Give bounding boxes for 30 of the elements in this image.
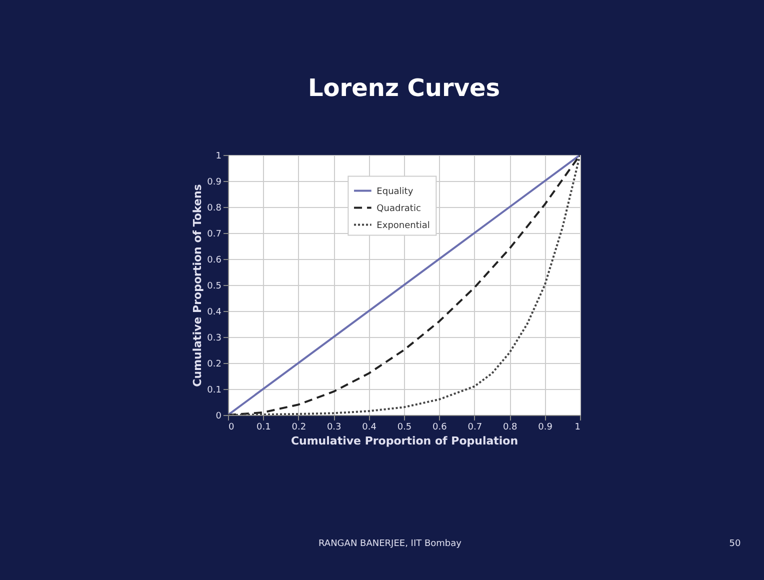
y-tick-label: 0 bbox=[216, 412, 222, 422]
y-tick-label: 0.7 bbox=[207, 230, 222, 240]
x-tick-label: 0.4 bbox=[362, 422, 377, 432]
legend-label: Exponential bbox=[376, 220, 430, 231]
y-tick-label: 0.4 bbox=[207, 308, 222, 318]
y-axis-title: Cumulative Proportion of Tokens bbox=[191, 184, 204, 387]
y-tick-label: 0.1 bbox=[207, 386, 222, 396]
x-tick-label: 0.6 bbox=[432, 422, 448, 432]
x-tick-label: 0.3 bbox=[326, 422, 342, 432]
y-tick-label: 0.8 bbox=[207, 204, 222, 214]
x-axis-title: Cumulative Proportion of Population bbox=[290, 434, 518, 448]
y-tick-label: 0.6 bbox=[207, 256, 222, 266]
x-tick-label: 0 bbox=[228, 422, 234, 432]
y-tick-label: 1 bbox=[216, 152, 222, 162]
legend-label: Quadratic bbox=[376, 204, 421, 214]
x-tick-label: 0.9 bbox=[538, 422, 553, 432]
y-tick-label: 0.2 bbox=[207, 360, 222, 370]
chart-title: Lorenz Curves bbox=[308, 74, 500, 102]
x-tick-label: 0.2 bbox=[292, 422, 306, 432]
y-tick-label: 0.9 bbox=[207, 178, 222, 188]
x-tick-label: 0.8 bbox=[502, 422, 518, 432]
y-tick-label: 0.3 bbox=[207, 334, 222, 344]
x-tick-label: 1 bbox=[574, 422, 580, 432]
legend-label: Equality bbox=[376, 186, 414, 197]
x-tick-label: 0.1 bbox=[256, 422, 271, 432]
y-tick-label: 0.5 bbox=[207, 282, 222, 292]
text: RANGAN BANERJEE, IIT Bombay bbox=[318, 539, 462, 549]
x-tick-label: 0.5 bbox=[397, 422, 412, 432]
text: 50 bbox=[729, 539, 741, 549]
x-tick-label: 0.7 bbox=[468, 422, 482, 432]
